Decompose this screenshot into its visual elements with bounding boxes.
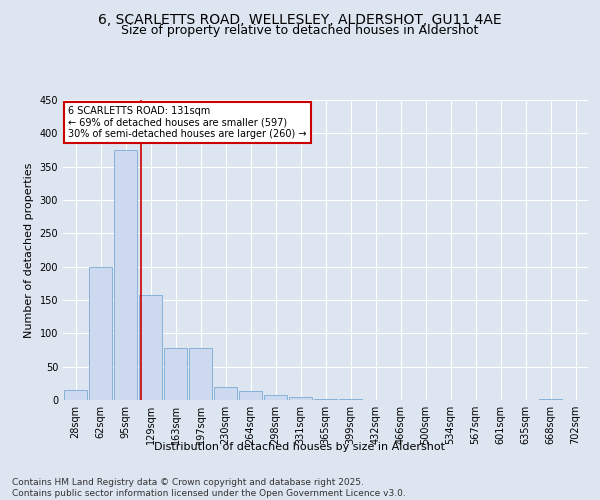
Bar: [264, 396, 287, 400]
Text: Contains HM Land Registry data © Crown copyright and database right 2025.
Contai: Contains HM Land Registry data © Crown c…: [12, 478, 406, 498]
Y-axis label: Number of detached properties: Number of detached properties: [24, 162, 34, 338]
Bar: [164, 348, 187, 400]
Bar: [89, 266, 112, 400]
Bar: [139, 294, 162, 400]
Bar: [289, 396, 312, 400]
Bar: [189, 348, 212, 400]
Bar: [339, 398, 362, 400]
Bar: [314, 398, 337, 400]
Bar: [539, 398, 562, 400]
Bar: [239, 392, 262, 400]
Bar: [64, 390, 87, 400]
Text: 6, SCARLETTS ROAD, WELLESLEY, ALDERSHOT, GU11 4AE: 6, SCARLETTS ROAD, WELLESLEY, ALDERSHOT,…: [98, 12, 502, 26]
Text: Size of property relative to detached houses in Aldershot: Size of property relative to detached ho…: [121, 24, 479, 37]
Bar: [114, 150, 137, 400]
Text: Distribution of detached houses by size in Aldershot: Distribution of detached houses by size …: [155, 442, 445, 452]
Bar: [214, 386, 237, 400]
Text: 6 SCARLETTS ROAD: 131sqm
← 69% of detached houses are smaller (597)
30% of semi-: 6 SCARLETTS ROAD: 131sqm ← 69% of detach…: [68, 106, 307, 139]
